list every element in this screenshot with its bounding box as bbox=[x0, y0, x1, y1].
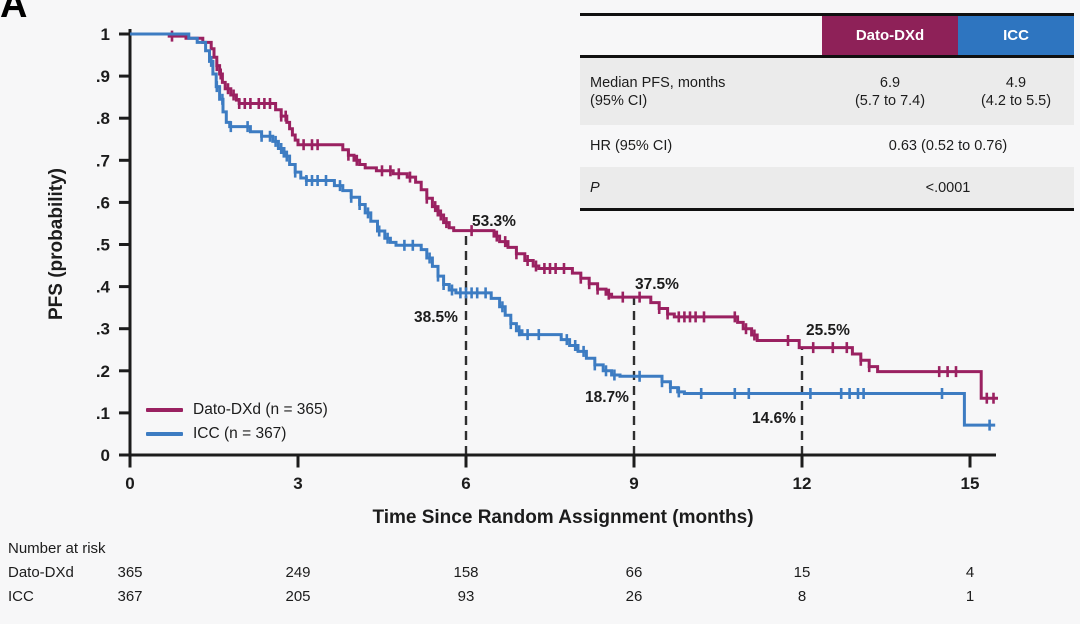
panel-label: A bbox=[0, 0, 28, 26]
y-tick-label: .1 bbox=[96, 404, 110, 423]
annotation-25.5%: 25.5% bbox=[806, 322, 850, 339]
p-value: <.0001 bbox=[925, 179, 971, 196]
legend: Dato-DXd (n = 365) ICC (n = 367) bbox=[146, 398, 328, 446]
icc-line-swatch bbox=[146, 432, 183, 436]
y-tick-label: 0 bbox=[101, 446, 110, 465]
p-value-row: P <.0001 bbox=[580, 167, 1074, 208]
risk-count: 367 bbox=[117, 588, 142, 605]
risk-row-label: Dato-DXd bbox=[8, 564, 74, 581]
number-at-risk-title: Number at risk bbox=[8, 540, 106, 557]
risk-count: 365 bbox=[117, 564, 142, 581]
risk-count: 26 bbox=[626, 588, 643, 605]
header-blank-cell bbox=[580, 16, 822, 55]
annotation-18.7%: 18.7% bbox=[585, 389, 629, 406]
risk-count: 66 bbox=[626, 564, 643, 581]
hr-value: 0.63 (0.52 to 0.76) bbox=[888, 138, 1008, 154]
risk-count: 4 bbox=[966, 564, 974, 581]
x-tick-label: 9 bbox=[629, 474, 638, 493]
header-dato-cell: Dato-DXd bbox=[822, 16, 958, 55]
x-tick-label: 0 bbox=[125, 474, 134, 493]
annotation-53.3%: 53.3% bbox=[472, 213, 516, 230]
y-tick-label: .9 bbox=[96, 67, 110, 86]
risk-row-label: ICC bbox=[8, 588, 34, 605]
median-pfs-row: Median PFS, months (95% CI) 6.9 (5.7 to … bbox=[580, 58, 1074, 125]
stats-table: Dato-DXd ICC Median PFS, months (95% CI)… bbox=[580, 13, 1074, 211]
annotation-38.5%: 38.5% bbox=[414, 309, 458, 326]
risk-count: 15 bbox=[794, 564, 811, 581]
p-label: P bbox=[590, 179, 600, 196]
x-axis-title: Time Since Random Assignment (months) bbox=[372, 507, 754, 528]
stats-table-header: Dato-DXd ICC bbox=[580, 16, 1074, 58]
x-tick-label: 12 bbox=[793, 474, 812, 493]
y-tick-label: .3 bbox=[96, 320, 110, 339]
y-tick-label: .2 bbox=[96, 362, 110, 381]
y-tick-label: .8 bbox=[96, 109, 110, 128]
risk-count: 93 bbox=[458, 588, 475, 605]
legend-item-icc: ICC (n = 367) bbox=[146, 422, 328, 446]
annotation-37.5%: 37.5% bbox=[635, 276, 679, 293]
legend-label-icc: ICC (n = 367) bbox=[193, 425, 287, 442]
header-icc-cell: ICC bbox=[958, 16, 1074, 55]
median-pfs-dato-value: 6.9 (5.7 to 7.4) bbox=[854, 74, 926, 109]
x-tick-label: 15 bbox=[961, 474, 980, 493]
hr-label: HR (95% CI) bbox=[590, 138, 673, 154]
y-axis-title: PFS (probability) bbox=[46, 168, 67, 321]
median-pfs-icc-value: 4.9 (4.2 to 5.5) bbox=[980, 74, 1052, 109]
hr-row: HR (95% CI) 0.63 (0.52 to 0.76) bbox=[580, 125, 1074, 167]
x-tick-label: 3 bbox=[293, 474, 302, 493]
risk-count: 158 bbox=[453, 564, 478, 581]
y-tick-label: .7 bbox=[96, 151, 110, 170]
risk-count: 249 bbox=[285, 564, 310, 581]
legend-item-dato: Dato-DXd (n = 365) bbox=[146, 398, 328, 422]
median-pfs-label: Median PFS, months (95% CI) bbox=[590, 74, 726, 109]
annotation-14.6%: 14.6% bbox=[752, 410, 796, 427]
y-tick-label: .6 bbox=[96, 193, 110, 212]
risk-count: 205 bbox=[285, 588, 310, 605]
legend-label-dato: Dato-DXd (n = 365) bbox=[193, 401, 328, 418]
y-tick-label: 1 bbox=[101, 25, 110, 44]
icc-dxd-curve bbox=[130, 32, 996, 427]
y-tick-label: .4 bbox=[96, 278, 111, 297]
y-tick-label: .5 bbox=[96, 236, 110, 255]
risk-count: 1 bbox=[966, 588, 974, 605]
dato-line-swatch bbox=[146, 408, 183, 412]
risk-count: 8 bbox=[798, 588, 806, 605]
x-tick-label: 6 bbox=[461, 474, 470, 493]
